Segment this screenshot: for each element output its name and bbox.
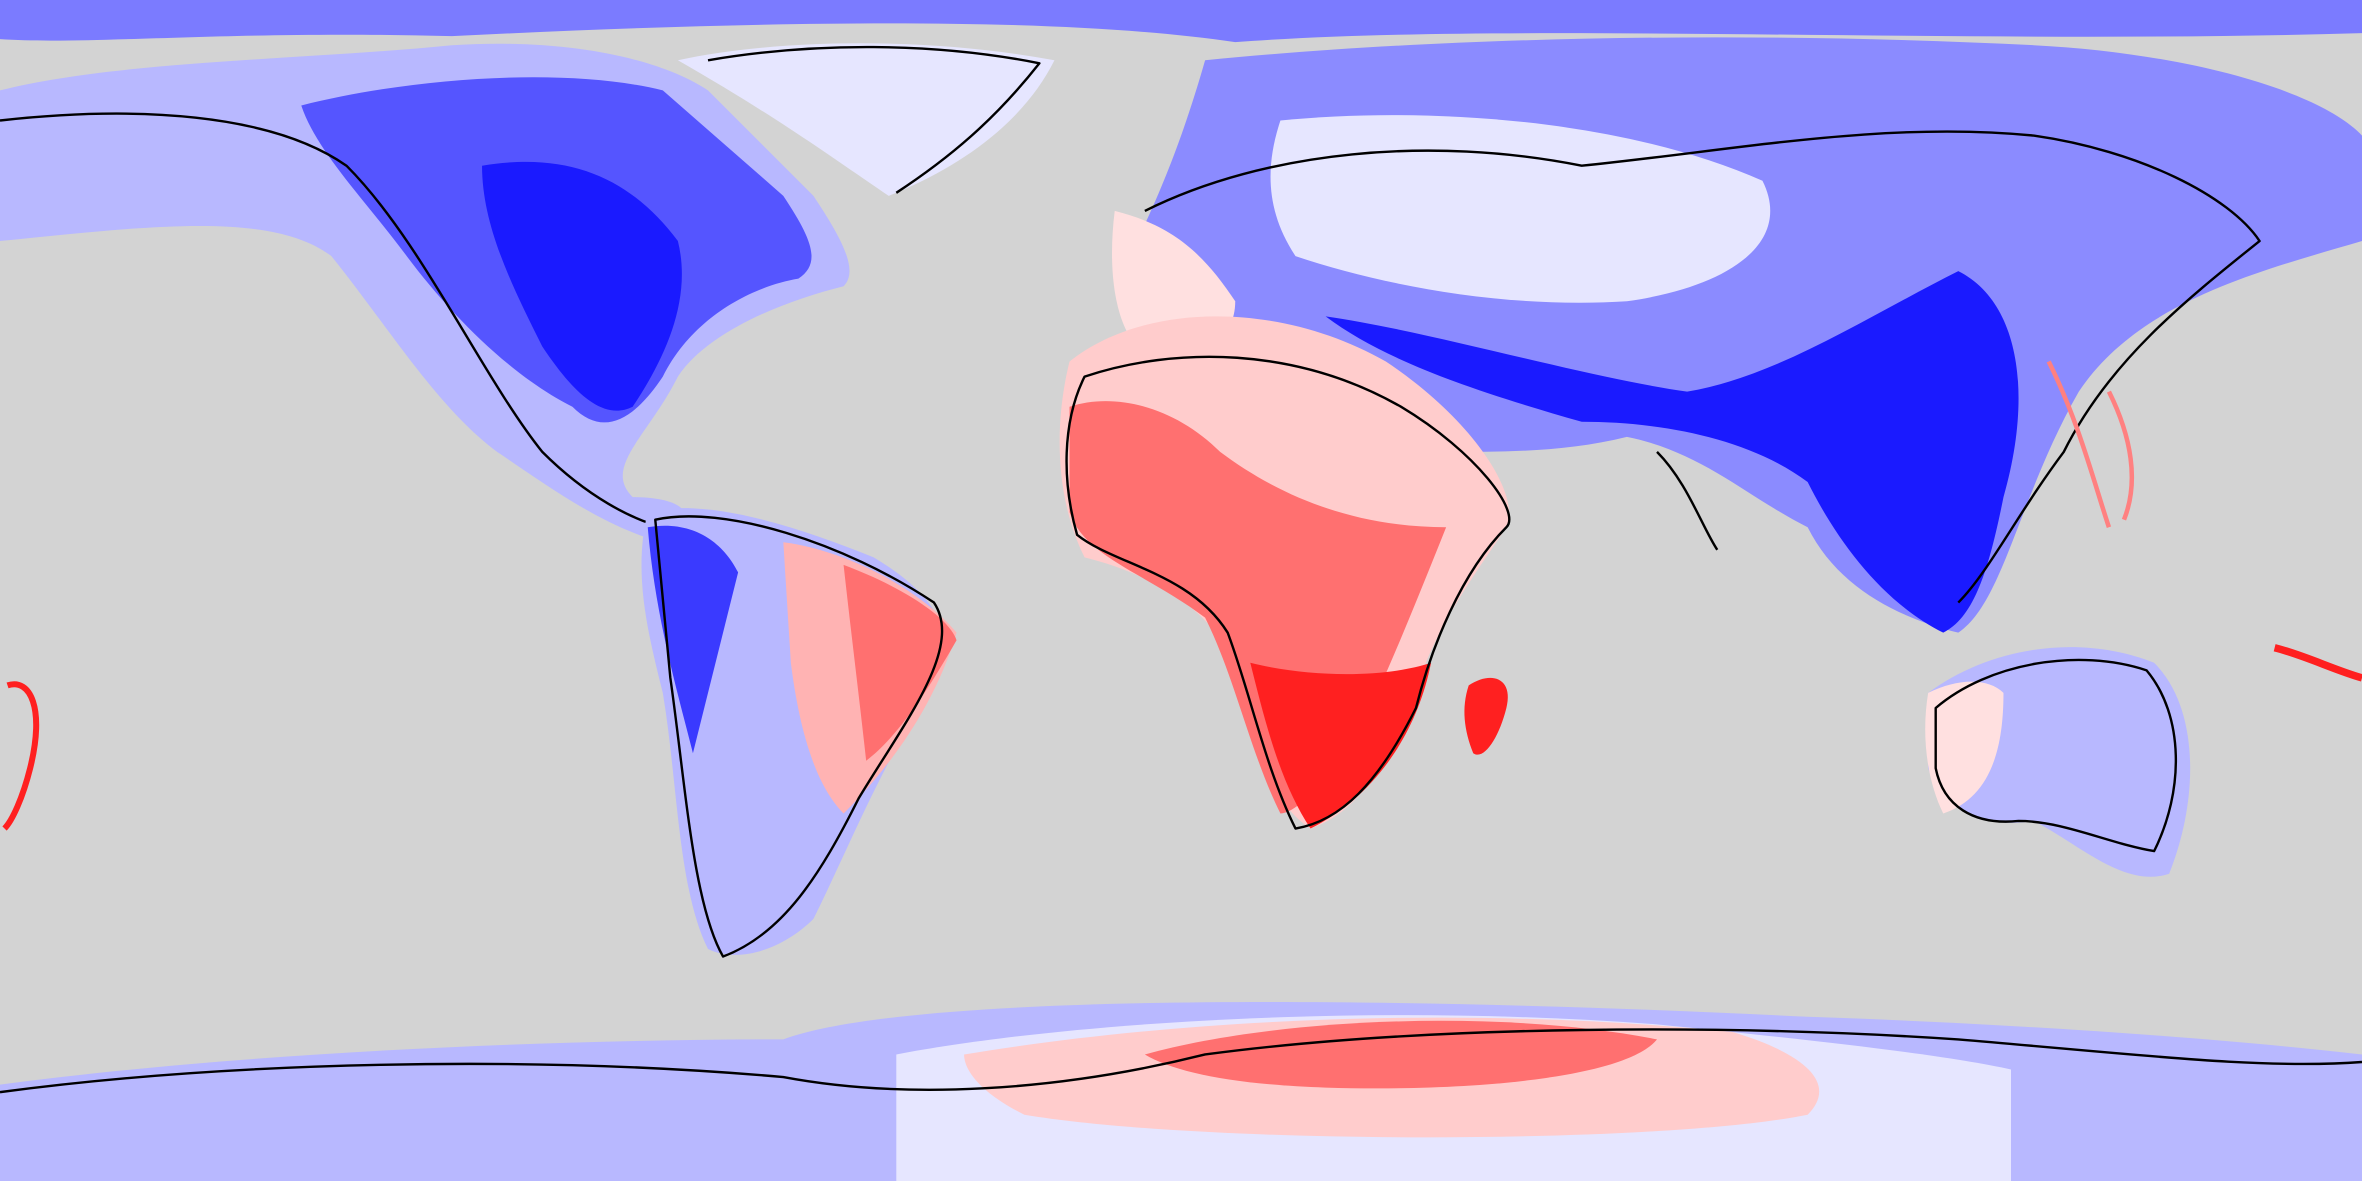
band-deep: [1325, 271, 2019, 633]
coastline: [654, 515, 944, 958]
south-america: [641, 508, 957, 958]
coastline: [1144, 130, 2261, 604]
band-deep: [647, 525, 739, 754]
island-arc: [2046, 360, 2135, 528]
eurasia: [1112, 37, 2362, 633]
band-red: [843, 564, 957, 761]
coastline: [1065, 355, 1511, 830]
island-arc: [2, 681, 40, 831]
band-pale: [1270, 115, 1771, 303]
band-deep: [482, 161, 682, 411]
coastline: [0, 1028, 2362, 1094]
band-pink: [1925, 681, 2004, 814]
australia: [1925, 647, 2191, 877]
antarctica: [0, 1001, 2362, 1181]
madagascar: [1464, 677, 1508, 755]
band-deep-red: [1250, 662, 1432, 829]
coastline: [707, 45, 1041, 194]
arctic-band: [0, 0, 2362, 43]
africa: [1059, 316, 1511, 830]
island-arc: [2273, 644, 2362, 682]
greenland: [677, 43, 1055, 196]
coastline: [1934, 658, 2178, 853]
north-america: [0, 43, 850, 543]
coastline: [0, 112, 664, 529]
band-red: [1144, 1020, 1658, 1089]
